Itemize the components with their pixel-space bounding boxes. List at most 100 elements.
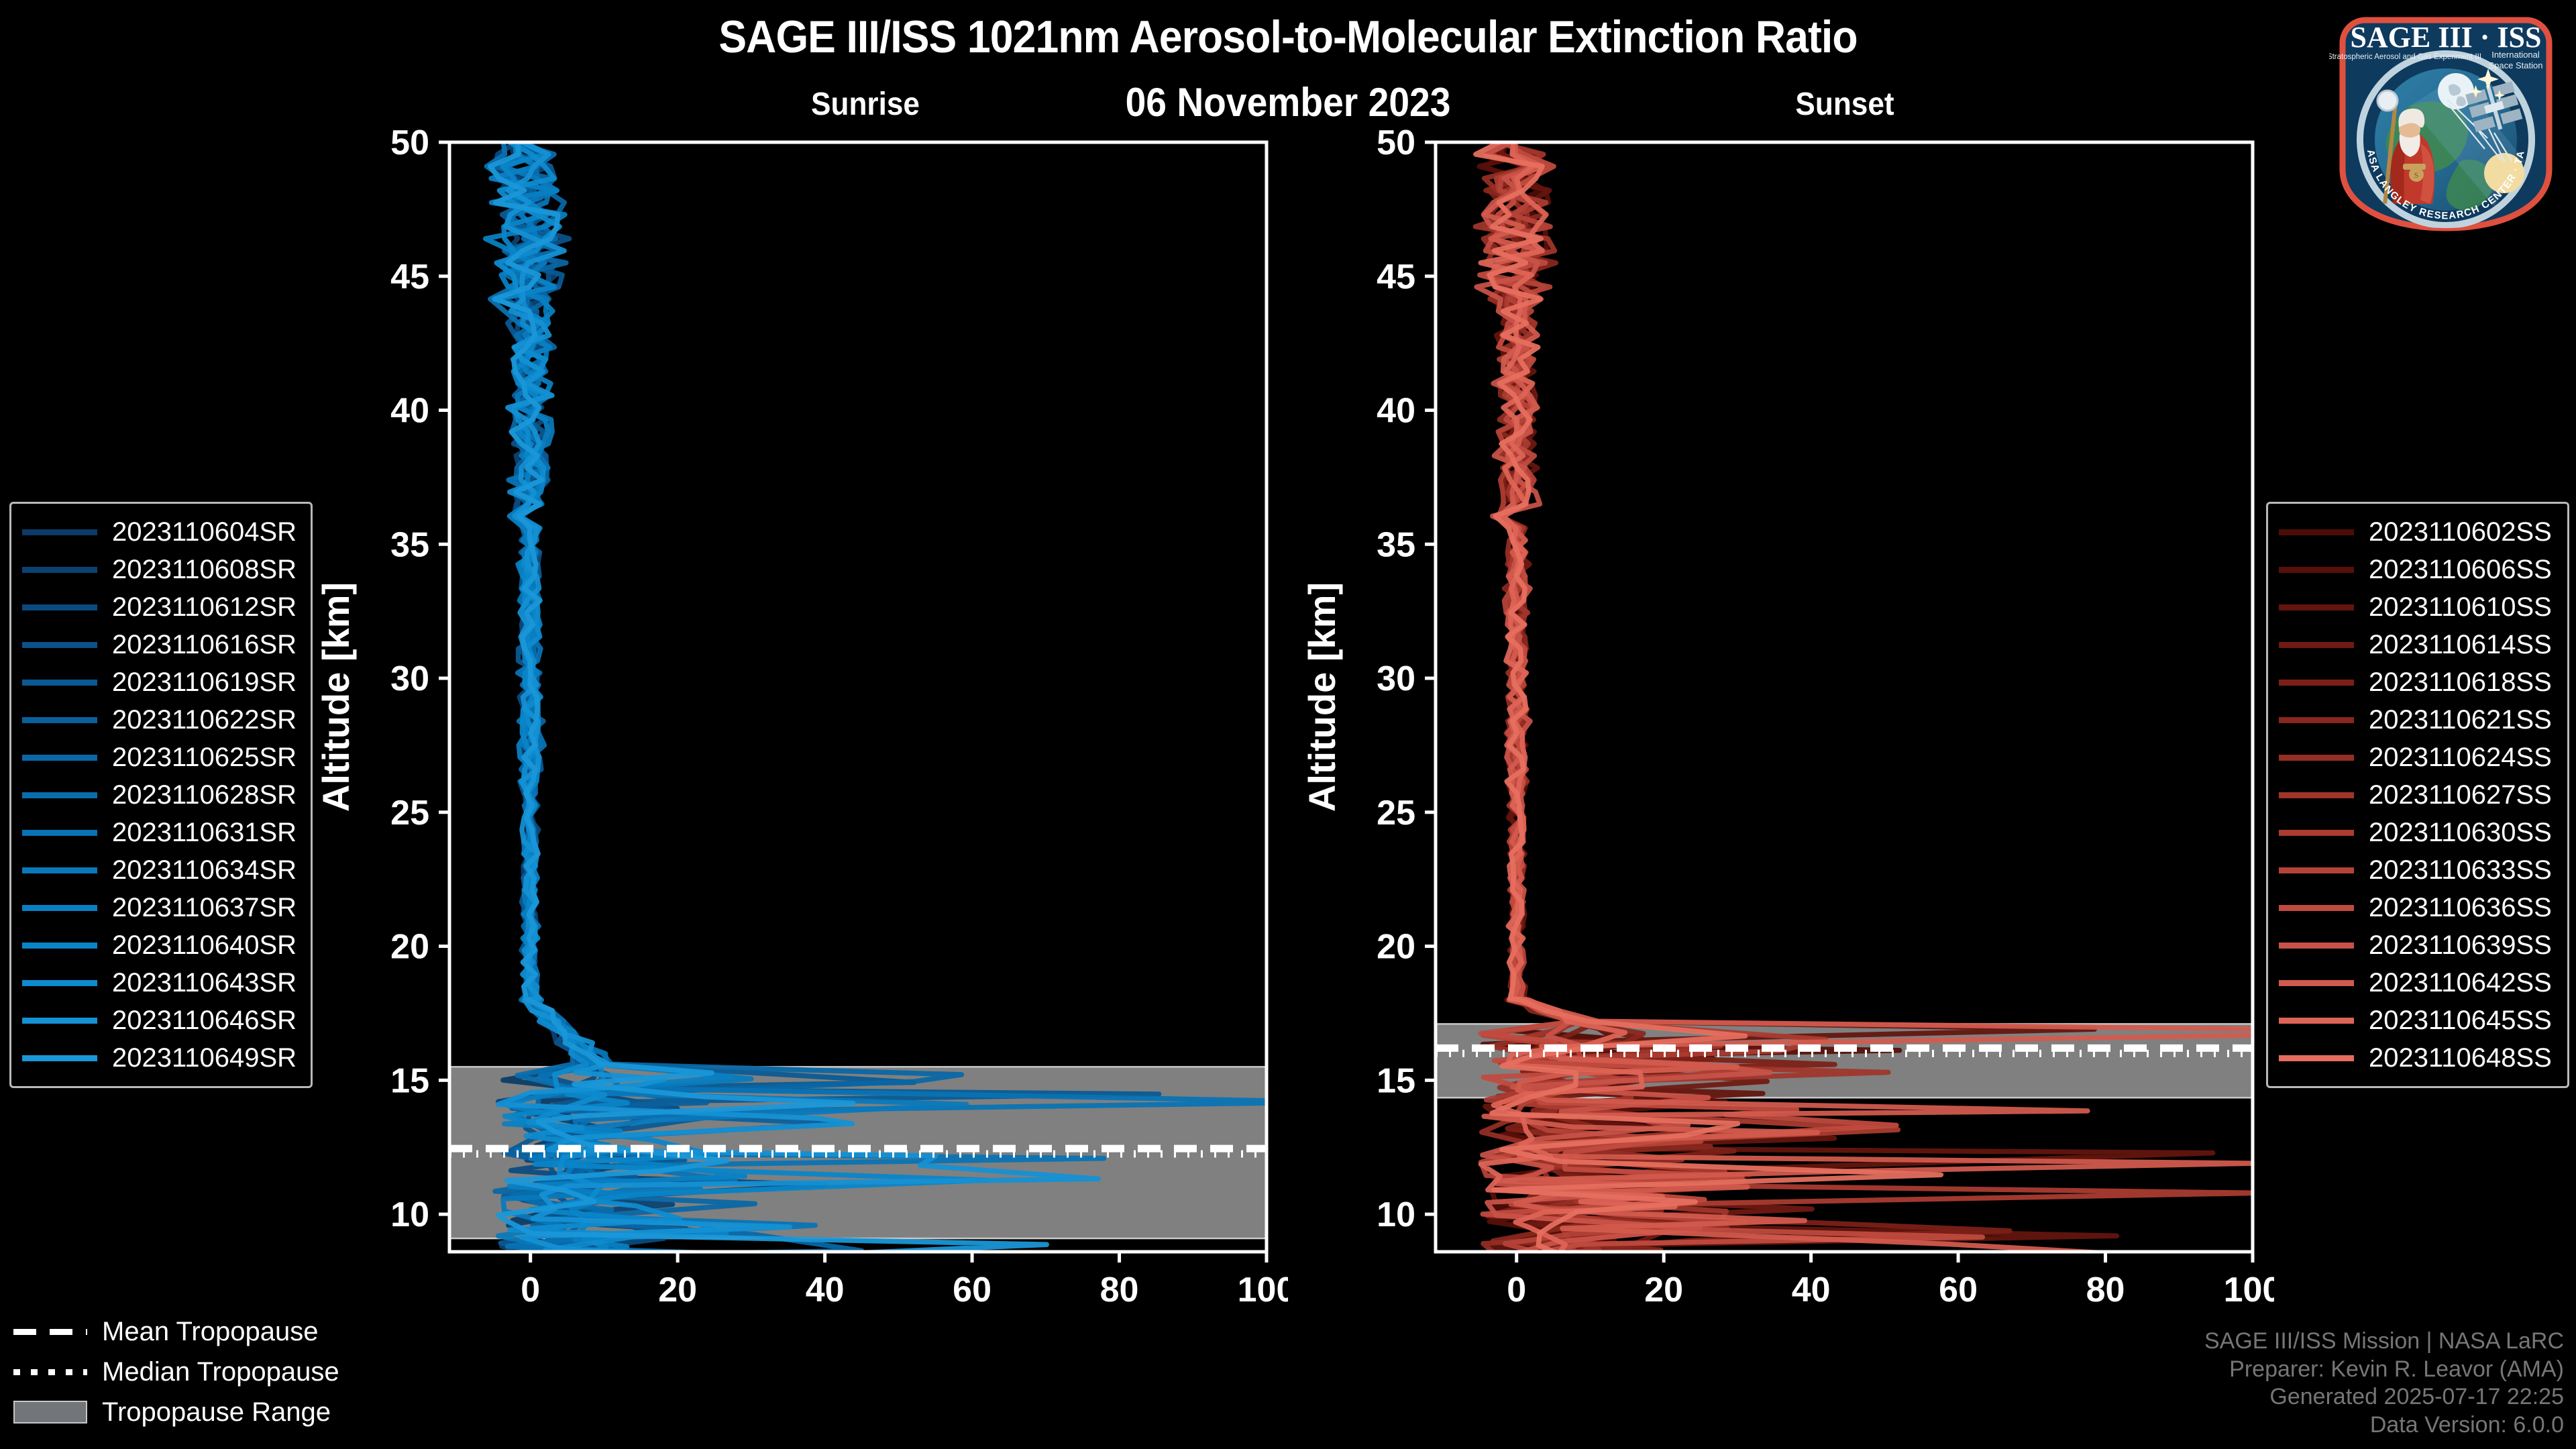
- y-tick-label: 35: [1377, 525, 1415, 564]
- y-tick-label: 40: [1377, 392, 1415, 431]
- legend-label: 2023110624SS: [2369, 742, 2552, 772]
- y-tick-label: 35: [390, 525, 429, 564]
- legend-item-sunset-3[interactable]: 2023110614SS: [2279, 626, 2555, 663]
- credits-line-mission: SAGE III/ISS Mission | NASA LaRC: [2204, 1328, 2564, 1354]
- legend-item-sunrise-12[interactable]: 2023110643SR: [22, 964, 299, 1002]
- legend-label: 2023110637SR: [112, 892, 297, 922]
- legend-color-swatch: [2279, 716, 2354, 723]
- x-tick-label: 0: [1507, 1271, 1526, 1309]
- legend-label: 2023110608SR: [112, 554, 297, 584]
- legend-item-sunrise-7[interactable]: 2023110628SR: [22, 776, 299, 814]
- legend-item-sunset-5[interactable]: 2023110621SS: [2279, 701, 2555, 739]
- legend-item-sunrise-1[interactable]: 2023110608SR: [22, 551, 299, 588]
- tropopause-legend: Mean Tropopause Median Tropopause Tropop…: [13, 1311, 429, 1432]
- legend-label: 2023110630SS: [2369, 817, 2552, 847]
- legend-item-sunrise-3[interactable]: 2023110616SR: [22, 626, 299, 663]
- legend-item-sunset-14[interactable]: 2023110648SS: [2279, 1039, 2555, 1077]
- legend-label: 2023110645SS: [2369, 1005, 2552, 1035]
- legend-item-sunset-10[interactable]: 2023110636SS: [2279, 889, 2555, 926]
- legend-item-sunrise-2[interactable]: 2023110612SR: [22, 588, 299, 626]
- legend-item-sunset-8[interactable]: 2023110630SS: [2279, 814, 2555, 851]
- legend-item-sunset-7[interactable]: 2023110627SS: [2279, 776, 2555, 814]
- x-tick-label: 80: [2086, 1271, 2125, 1309]
- legend-item-sunset-13[interactable]: 2023110645SS: [2279, 1002, 2555, 1039]
- legend-color-swatch: [2279, 942, 2354, 949]
- legend-color-swatch: [22, 1055, 97, 1061]
- stars-icon: [2469, 68, 2505, 101]
- logo-subtitle-left: Stratospheric Aerosol and Gas Experiment…: [2329, 53, 2481, 61]
- legend-label: 2023110621SS: [2369, 704, 2552, 735]
- data-layer: [1436, 142, 2253, 1252]
- mean-tropopause-line-icon: [13, 1323, 87, 1340]
- legend-item-sunset-9[interactable]: 2023110633SS: [2279, 851, 2555, 889]
- legend-label: 2023110648SS: [2369, 1042, 2552, 1073]
- legend-label: 2023110619SR: [112, 667, 297, 697]
- legend-label: 2023110625SR: [112, 742, 297, 772]
- legend-item-sunrise-4[interactable]: 2023110619SR: [22, 663, 299, 701]
- legend-label: 2023110636SS: [2369, 892, 2552, 922]
- y-tick-label: 45: [1377, 258, 1415, 297]
- legend-label: 2023110612SR: [112, 592, 297, 622]
- x-axis-label: Aerosol-To-Molecular Extinction Ratio: [518, 1318, 1197, 1322]
- logo-subtitle-right-2: Space Station: [2489, 60, 2543, 70]
- svg-text:S: S: [2414, 170, 2419, 180]
- legend-color-swatch: [22, 641, 97, 648]
- legend-item-mean-tropopause: Mean Tropopause: [13, 1311, 429, 1352]
- legend-item-sunrise-14[interactable]: 2023110649SR: [22, 1039, 299, 1077]
- y-tick-label: 30: [1377, 659, 1415, 698]
- date-subtitle: 06 November 2023: [1125, 80, 1451, 125]
- legend-item-sunrise-10[interactable]: 2023110637SR: [22, 889, 299, 926]
- legend-item-sunrise-13[interactable]: 2023110646SR: [22, 1002, 299, 1039]
- legend-item-sunset-2[interactable]: 2023110610SS: [2279, 588, 2555, 626]
- legend-label: 2023110649SR: [112, 1042, 297, 1073]
- credits-line-generated: Generated 2025-07-17 22:25: [2269, 1384, 2564, 1410]
- legend-label: 2023110622SR: [112, 704, 297, 735]
- legend-color-swatch: [22, 716, 97, 723]
- page-title: SAGE III/ISS 1021nm Aerosol-to-Molecular…: [718, 11, 1858, 62]
- y-tick-label: 30: [390, 659, 429, 698]
- legend-sunrise[interactable]: 2023110604SR 2023110608SR 2023110612SR 2023…: [9, 502, 313, 1088]
- x-tick-label: 60: [1939, 1271, 1978, 1309]
- y-tick-label: 10: [1377, 1195, 1415, 1234]
- legend-color-swatch: [22, 904, 97, 911]
- legend-label: 2023110616SR: [112, 629, 297, 659]
- legend-item-sunset-6[interactable]: 2023110624SS: [2279, 739, 2555, 776]
- legend-item-sunrise-11[interactable]: 2023110640SR: [22, 926, 299, 964]
- y-axis-label: Altitude [km]: [315, 582, 357, 812]
- legend-color-swatch: [2279, 604, 2354, 610]
- y-tick-label: 25: [390, 794, 429, 833]
- legend-color-swatch: [22, 942, 97, 949]
- legend-color-swatch: [22, 829, 97, 836]
- legend-item-sunset-11[interactable]: 2023110639SS: [2279, 926, 2555, 964]
- legend-item-sunrise-6[interactable]: 2023110625SR: [22, 739, 299, 776]
- legend-sunset[interactable]: 2023110602SS 2023110606SS 2023110610SS 2023…: [2266, 502, 2569, 1088]
- axis-spine: [1434, 140, 2255, 1254]
- legend-item-sunset-12[interactable]: 2023110642SS: [2279, 964, 2555, 1002]
- x-tick-label: 40: [1792, 1271, 1831, 1309]
- legend-color-swatch: [22, 979, 97, 986]
- legend-label: 2023110606SS: [2369, 554, 2552, 584]
- legend-label: 2023110604SR: [112, 517, 297, 547]
- legend-color-swatch: [2279, 1055, 2354, 1061]
- y-tick-label: 50: [1377, 123, 1415, 162]
- legend-item-sunset-4[interactable]: 2023110618SS: [2279, 663, 2555, 701]
- legend-item-sunrise-0[interactable]: 2023110604SR: [22, 513, 299, 551]
- legend-item-sunrise-8[interactable]: 2023110631SR: [22, 814, 299, 851]
- legend-label-mean-tropopause: Mean Tropopause: [102, 1316, 319, 1346]
- legend-item-tropopause-range: Tropopause Range: [13, 1392, 429, 1432]
- legend-color-swatch: [22, 1017, 97, 1024]
- y-tick-label: 15: [1377, 1061, 1415, 1100]
- legend-item-sunset-0[interactable]: 2023110602SS: [2279, 513, 2555, 551]
- legend-item-sunset-1[interactable]: 2023110606SS: [2279, 551, 2555, 588]
- legend-item-sunrise-9[interactable]: 2023110634SR: [22, 851, 299, 889]
- data-layer: [449, 142, 1267, 1252]
- y-axis-label: Altitude [km]: [1301, 582, 1343, 812]
- legend-item-median-tropopause: Median Tropopause: [13, 1352, 429, 1392]
- legend-item-sunrise-5[interactable]: 2023110622SR: [22, 701, 299, 739]
- legend-color-swatch: [2279, 529, 2354, 535]
- legend-color-swatch: [22, 754, 97, 761]
- y-tick-label: 20: [390, 928, 429, 967]
- legend-label-median-tropopause: Median Tropopause: [102, 1356, 339, 1387]
- legend-color-swatch: [2279, 641, 2354, 648]
